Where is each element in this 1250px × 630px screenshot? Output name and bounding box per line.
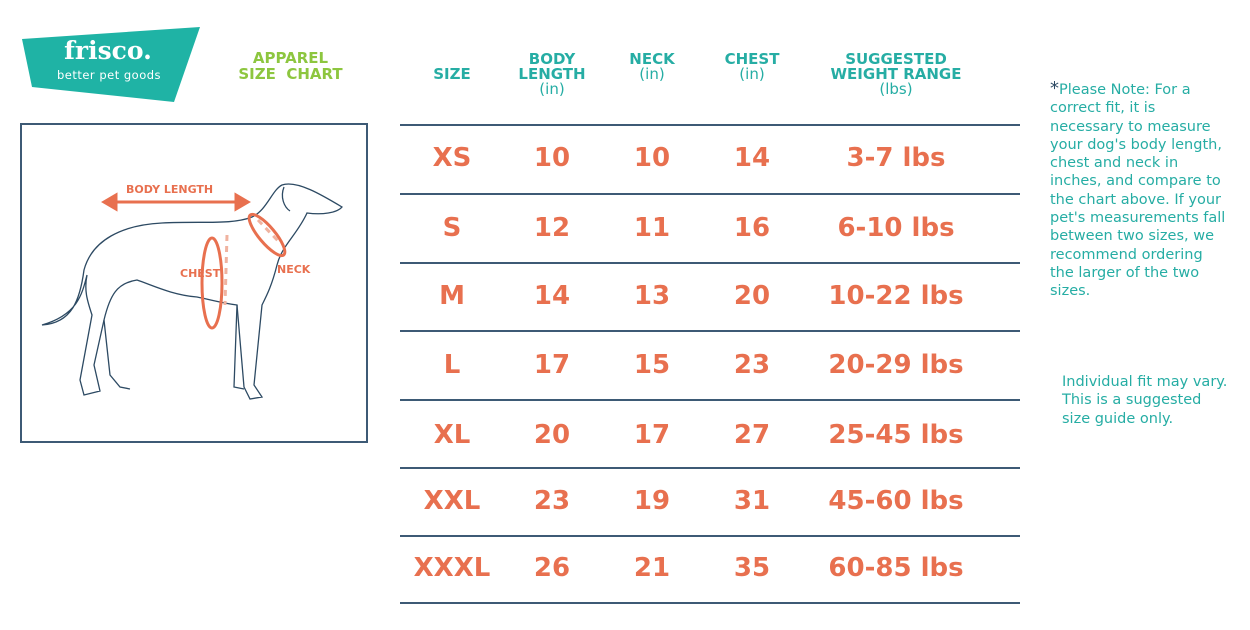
table-cell: 10 [533,143,571,173]
table-cell: 27 [733,420,771,450]
table-cell: 45-60 lbs [828,486,964,516]
row-divider [400,330,1020,332]
column-header: SUGGESTED WEIGHT RANGE (lbs) [816,52,976,97]
column-header: NECK (in) [617,52,687,82]
title-line1: APPAREL [252,49,329,67]
row-divider [400,602,1020,604]
size-cell: M [439,281,465,311]
header-unit: (in) [539,80,565,98]
table-cell: 21 [633,553,671,583]
table-cell: 10 [633,143,671,173]
row-divider [400,399,1020,401]
table-cell: 35 [733,553,771,583]
table-cell: 60-85 lbs [828,553,964,583]
table-cell: 3-7 lbs [846,143,946,173]
neck-label: NECK [277,263,311,276]
table-cell: 15 [633,350,671,380]
note-text: Please Note: For a correct fit, it is ne… [1050,82,1226,300]
size-cell: XL [433,420,471,450]
column-header: BODY LENGTH (in) [507,52,597,97]
table-cell: 20-29 lbs [828,350,964,380]
table-cell: 19 [633,486,671,516]
table-cell: 17 [533,350,571,380]
table-cell: 31 [733,486,771,516]
row-divider [400,262,1020,264]
size-cell: S [442,213,462,243]
chest-label: CHEST [180,267,221,280]
header-unit: (lbs) [879,80,913,98]
table-cell: 23 [533,486,571,516]
table-cell: 14 [533,281,571,311]
title-line2: SIZE CHART [238,65,343,83]
frisco-logo [22,27,200,102]
body-length-label: BODY LENGTH [126,183,214,196]
table-cell: 23 [733,350,771,380]
column-header: SIZE [422,67,482,82]
row-divider [400,193,1020,195]
please-note: *Please Note: For a correct fit, it is n… [1050,78,1230,301]
header-unit: (in) [739,65,765,83]
size-cell: XXXL [413,553,491,583]
table-cell: 26 [533,553,571,583]
table-cell: 6-10 lbs [837,213,955,243]
table-cell: 13 [633,281,671,311]
table-cell: 11 [633,213,671,243]
table-cell: 20 [533,420,571,450]
dog-measurement-diagram: BODY LENGTH CHEST NECK [20,123,368,443]
brand-tagline: better pet goods [56,68,162,82]
header-unit: (in) [639,65,665,83]
asterisk: * [1050,78,1059,99]
size-cell: XS [432,143,472,173]
size-cell: XXL [423,486,481,516]
header-title: NECK [629,50,675,68]
header-title: SIZE [433,65,471,83]
table-cell: 14 [733,143,771,173]
brand-name: frisco. [64,36,152,65]
page-title: APPAREL SIZE CHART [228,50,353,82]
row-divider [400,535,1020,537]
header-title: BODY LENGTH [518,50,586,83]
table-cell: 17 [633,420,671,450]
size-cell: L [443,350,461,380]
row-divider [400,467,1020,469]
header-title: SUGGESTED WEIGHT RANGE [830,50,962,83]
column-header: CHEST (in) [717,52,787,82]
header-title: CHEST [724,50,780,68]
table-cell: 20 [733,281,771,311]
table-cell: 12 [533,213,571,243]
table-cell: 16 [733,213,771,243]
row-divider [400,124,1020,126]
table-cell: 25-45 lbs [828,420,964,450]
dog-illustration [41,183,343,400]
fit-disclaimer: Individual fit may vary. This is a sugge… [1062,374,1228,427]
table-cell: 10-22 lbs [828,281,964,311]
